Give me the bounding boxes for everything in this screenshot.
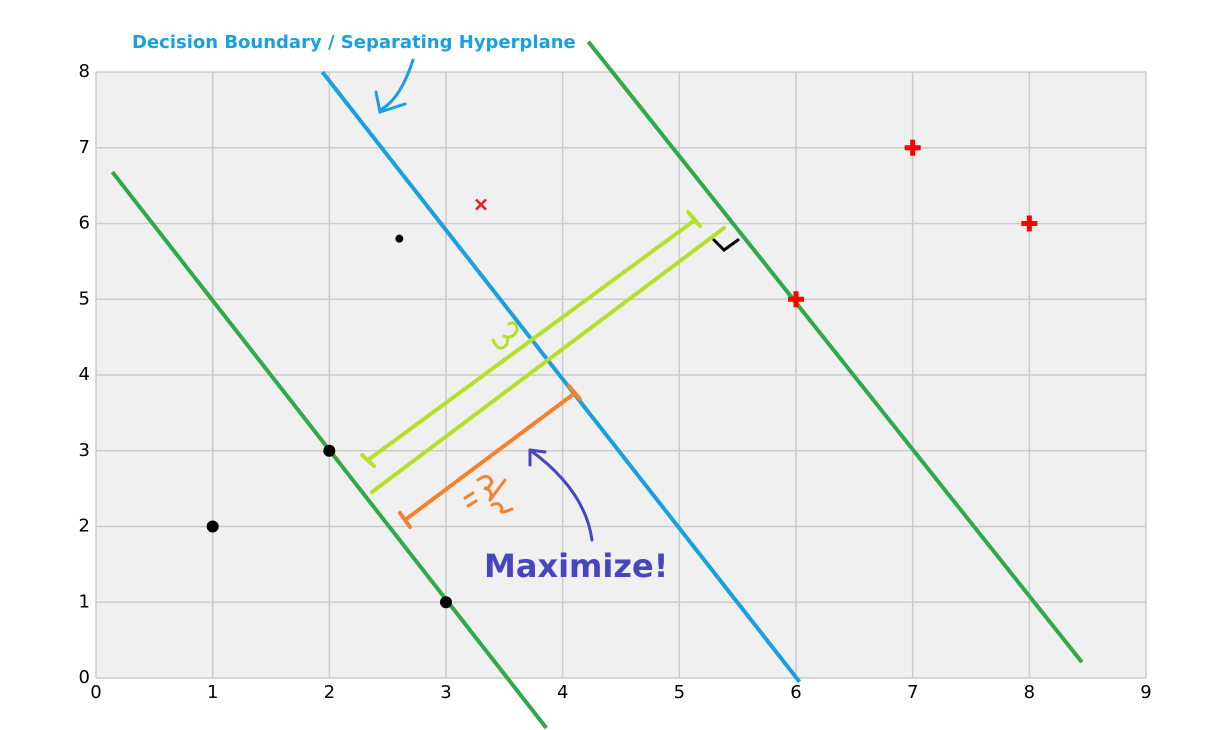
y-tick-label: 8 xyxy=(79,61,90,82)
x-tick-label: 7 xyxy=(907,682,918,703)
arrow xyxy=(374,58,415,114)
y-tick-label: 6 xyxy=(79,213,90,234)
point xyxy=(1021,215,1038,232)
y-tick-label: 4 xyxy=(79,364,90,385)
x-tick-label: 2 xyxy=(324,682,335,703)
arrow xyxy=(528,448,594,542)
annotation: Maximize! xyxy=(484,547,668,585)
point xyxy=(395,234,404,243)
w-label xyxy=(491,321,519,350)
x-tick-label: 3 xyxy=(440,682,451,703)
y-tick-label: 0 xyxy=(79,667,90,688)
y-tick-label: 1 xyxy=(79,591,90,612)
x-tick-label: 1 xyxy=(207,682,218,703)
line xyxy=(320,70,802,684)
x-tick-label: 9 xyxy=(1140,682,1151,703)
y-tick-label: 3 xyxy=(79,440,90,461)
point xyxy=(475,198,487,211)
half-margin-bar xyxy=(398,384,582,529)
x-tick-label: 6 xyxy=(790,682,801,703)
line xyxy=(586,40,1084,664)
point xyxy=(788,291,804,308)
y-tick-label: 7 xyxy=(79,137,90,158)
x-tick-label: 8 xyxy=(1024,682,1035,703)
point xyxy=(206,520,219,533)
margin-bar xyxy=(370,226,726,494)
point xyxy=(323,444,336,457)
margin-bar xyxy=(360,210,702,468)
annotations xyxy=(360,58,740,542)
x-tick-label: 4 xyxy=(557,682,568,703)
title: Decision Boundary / Separating Hyperplan… xyxy=(132,32,576,53)
half-label xyxy=(463,475,514,514)
point xyxy=(904,139,921,156)
right-angle xyxy=(712,238,740,252)
point xyxy=(440,596,452,609)
x-tick-label: 5 xyxy=(674,682,685,703)
x-tick-label: 0 xyxy=(90,682,101,703)
y-tick-label: 5 xyxy=(79,288,90,309)
y-tick-label: 2 xyxy=(79,516,90,537)
points xyxy=(206,139,1038,609)
